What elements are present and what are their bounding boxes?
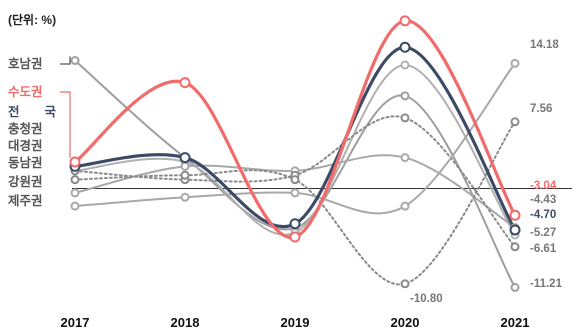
- series-point-6-4: [510, 117, 520, 127]
- x-tick-label: 2019: [281, 315, 310, 330]
- end-value-label-3: -4.43: [530, 194, 556, 206]
- series-point-4-1: [180, 161, 190, 171]
- series-point-7-2: [290, 188, 300, 198]
- end-value-label-5: -5.27: [530, 227, 556, 239]
- region-label-6: 강원권: [8, 174, 43, 189]
- x-axis-ticks: 2017 2018 2019 2020 2021: [61, 315, 530, 330]
- series-lines: [73, 19, 517, 289]
- series-point-3-3: [400, 60, 410, 70]
- end-value-label-1: 7.56: [530, 103, 552, 115]
- series-point-6-2: [290, 175, 300, 185]
- series-line-6: [74, 120, 516, 286]
- series-line-7: [74, 62, 516, 215]
- region-label-1: 수도권: [8, 85, 43, 99]
- region-label-3: 충청권: [8, 121, 43, 136]
- region-label-7: 제주권: [8, 194, 43, 208]
- series-point-1-0: [69, 156, 81, 168]
- leader-line-0: [60, 56, 71, 65]
- series-point-4-3: [400, 153, 410, 163]
- x-tick-label: 2020: [391, 315, 420, 330]
- series-point-2-2: [289, 218, 301, 230]
- series-point-1-3: [399, 15, 411, 27]
- series-line-5: [74, 115, 516, 248]
- end-value-label-2: -3.04: [530, 180, 557, 192]
- region-label-2: 전 국: [8, 104, 56, 119]
- series-point-1-1: [179, 77, 191, 89]
- region-label-0: 호남권: [8, 56, 43, 71]
- end-value-label-4: -4.70: [530, 209, 556, 221]
- series-point-2-1: [179, 152, 191, 164]
- series-point-5-4: [510, 242, 520, 252]
- series-point-1-2: [289, 231, 301, 243]
- region-label-5: 동남권: [8, 155, 43, 170]
- x-tick-label: 2018: [171, 315, 200, 330]
- series-point-6-3: [400, 279, 410, 289]
- series-point-0-4: [510, 282, 520, 292]
- series-point-6-1: [180, 170, 190, 180]
- series-line-3: [74, 63, 516, 236]
- series-point-4-0: [70, 188, 80, 198]
- series-point-5-3: [400, 113, 410, 123]
- series-point-7-3: [400, 201, 410, 211]
- series-point-6-0: [70, 175, 80, 185]
- series-point-0-3: [400, 91, 410, 101]
- series-point-2-4: [509, 224, 521, 236]
- value-labels: 14.18 7.56 -3.04 -4.43 -4.70 -5.27 -6.61 -11.21…: [410, 39, 563, 305]
- end-value-label-0: 14.18: [530, 39, 559, 51]
- series-points: [69, 15, 521, 292]
- end-value-label-7: -11.21: [530, 278, 563, 290]
- series-point-7-1: [180, 192, 190, 202]
- series-point-2-3: [399, 41, 411, 53]
- end-value-label-6: -6.61: [530, 243, 557, 255]
- annotation-label-0: -10.80: [410, 293, 443, 305]
- series-point-0-0: [70, 56, 80, 66]
- x-tick-label: 2021: [501, 315, 530, 330]
- unit-label: (단위: %): [8, 12, 56, 27]
- series-point-7-0: [70, 201, 80, 211]
- series-point-1-4: [509, 209, 521, 221]
- series-point-7-4: [510, 58, 520, 68]
- series-line-2: [73, 45, 517, 232]
- leader-line-1: [60, 91, 71, 158]
- series-line-1: [73, 19, 517, 239]
- x-tick-label: 2017: [61, 315, 90, 330]
- region-label-4: 대경권: [8, 138, 43, 153]
